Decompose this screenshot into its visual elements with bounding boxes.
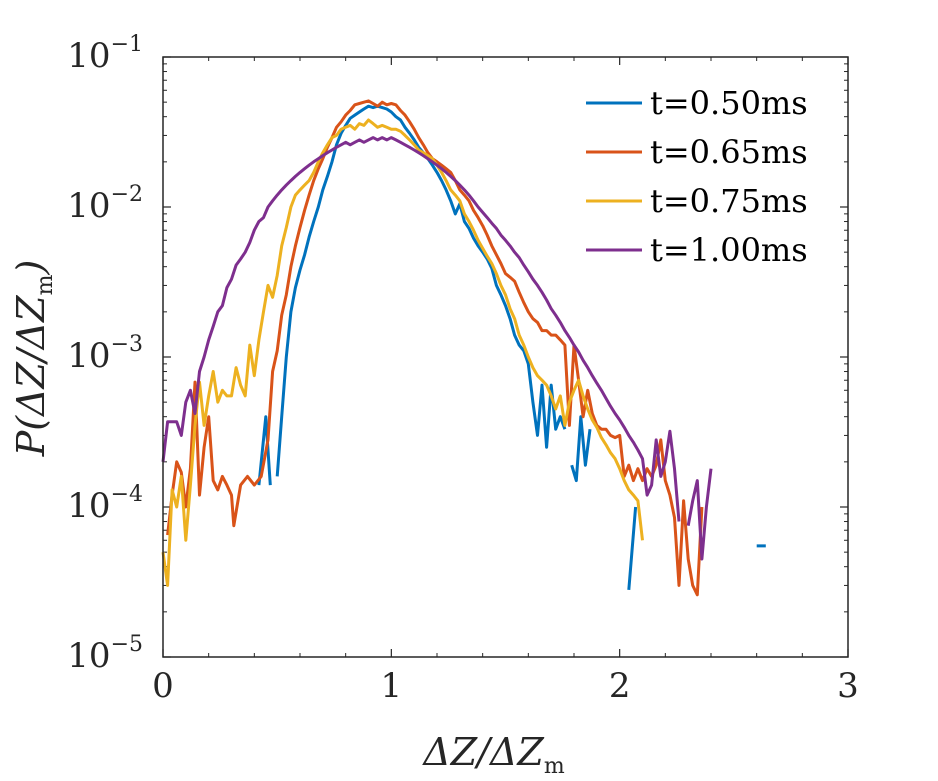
legend-label-3: t=1.00ms	[650, 231, 808, 269]
y-tick-label-base-2: 10	[67, 336, 110, 376]
y-tick-label-1: 10−4	[67, 482, 143, 526]
plot-frame	[162, 56, 849, 658]
legend-label-2: t=0.75ms	[650, 182, 808, 220]
y-tick-label-0: 10−5	[67, 632, 143, 676]
y-axis-label-sub: m	[33, 274, 58, 295]
x-axis-label: ΔZ/ΔZm	[421, 730, 565, 779]
series-line-2	[161, 118, 644, 587]
y-tick-label-3: 10−2	[67, 182, 143, 226]
x-tick-label-0: 0	[152, 666, 174, 706]
y-axis-label-close: )	[9, 260, 53, 276]
y-tick-label-base-1: 10	[67, 486, 110, 526]
y-tick-label-exp-2: −3	[111, 332, 143, 357]
x-tick-labels: 0 1 2 3	[152, 666, 859, 706]
y-axis-label-text: P(ΔZ/ΔZm)	[9, 260, 58, 458]
y-tick-labels: 10−510−410−310−210−1	[67, 32, 143, 676]
y-tick-label-exp-4: −1	[111, 32, 143, 57]
x-tick-label-2: 2	[609, 666, 631, 706]
y-tick-label-exp-1: −4	[111, 482, 143, 507]
y-tick-label-exp-0: −5	[111, 632, 143, 657]
legend-label-1: t=0.65ms	[650, 133, 808, 171]
y-tick-label-2: 10−3	[67, 332, 143, 376]
series-line-1	[166, 99, 704, 597]
x-axis-label-sub: m	[544, 754, 565, 779]
y-tick-label-base-0: 10	[67, 636, 110, 676]
x-axis-label-main: ΔZ/ΔZ	[421, 730, 544, 774]
y-tick-label-base-4: 10	[67, 36, 110, 76]
y-tick-label-exp-3: −2	[111, 182, 143, 207]
series-line-3	[161, 136, 713, 561]
y-tick-label-4: 10−1	[67, 32, 143, 76]
y-axis-label: P(ΔZ/ΔZm)	[9, 260, 58, 458]
y-axis-label-main: P(ΔZ/ΔZ	[9, 295, 53, 457]
x-tick-label-3: 3	[837, 666, 859, 706]
x-axis-label-text: ΔZ/ΔZm	[421, 730, 565, 779]
legend: t=0.50ms t=0.65ms t=0.75ms t=1.00ms	[586, 84, 808, 269]
series-layer	[161, 99, 766, 597]
x-tick-label-1: 1	[381, 666, 403, 706]
y-tick-label-base-3: 10	[67, 186, 110, 226]
legend-label-0: t=0.50ms	[650, 84, 808, 122]
